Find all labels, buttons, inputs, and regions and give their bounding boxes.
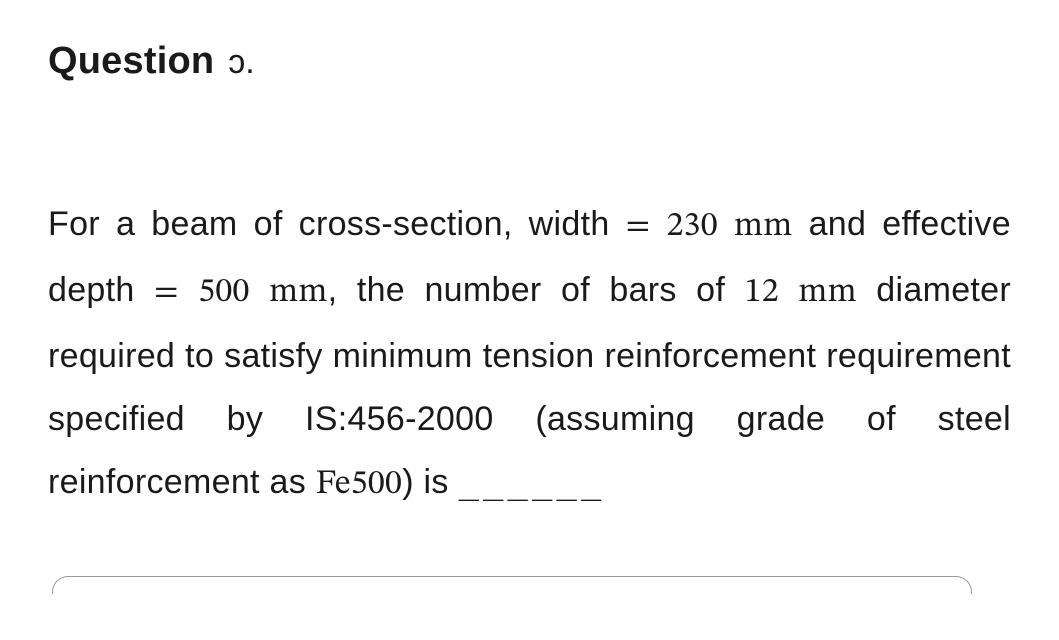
text-segment: For a beam of cross-section, width: [48, 205, 626, 243]
answer-input-frame[interactable]: [52, 576, 972, 594]
width-unit: mm: [734, 210, 793, 244]
question-label: Question: [48, 40, 214, 83]
diameter-unit: mm: [798, 276, 857, 310]
text-segment: ) is: [402, 463, 458, 501]
question-body: For a beam of cross-section, width = 230…: [48, 193, 1011, 516]
question-header: Question ɔ.: [48, 40, 1011, 83]
width-value: 230: [666, 210, 717, 244]
text-segment: , the number of bars of: [328, 271, 745, 309]
depth-unit: mm: [269, 276, 328, 310]
answer-blank: ______: [458, 462, 605, 502]
depth-value: 500: [198, 276, 249, 310]
question-number-glyph: ɔ.: [228, 45, 254, 79]
steel-grade: Fe500: [316, 468, 402, 502]
diameter-value: 12: [745, 276, 779, 310]
equals-sign: =: [626, 210, 651, 244]
equals-sign: =: [154, 276, 179, 310]
